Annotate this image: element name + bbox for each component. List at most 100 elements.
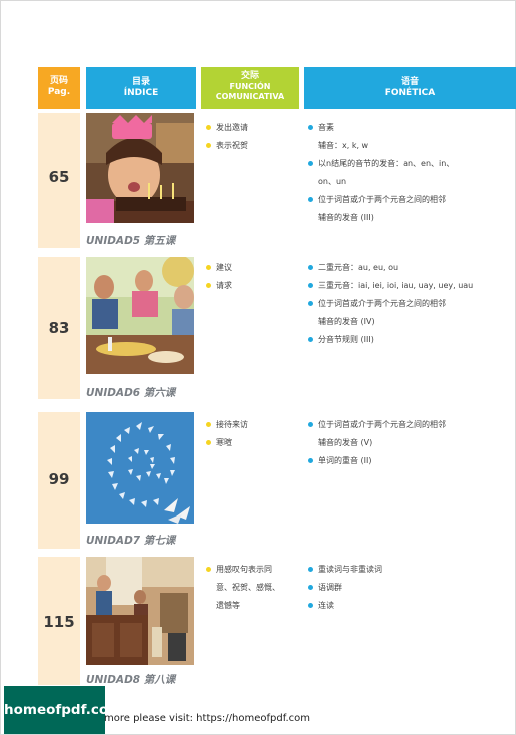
footer-visit-link[interactable]: more please visit: https://homeofpdf.com — [104, 713, 311, 724]
bullet-icon — [308, 125, 313, 130]
item-text: 单词的重音 (II) — [318, 456, 372, 465]
list-item: 音素 — [308, 119, 508, 137]
list-item-line: 辅音的发音 (V) — [318, 438, 373, 447]
bullet-icon — [308, 585, 313, 590]
phonetics-list: 位于词首或介于两个元音之间的相邻 辅音的发音 (V) 单词的重音 (II) — [308, 416, 508, 470]
bullet-icon — [206, 265, 211, 270]
item-text: 用感叹句表示同 — [216, 565, 272, 574]
unit-photo-birthday-girl — [86, 113, 194, 223]
function-list: 建议 请求 — [206, 259, 298, 295]
list-item: 接待来访 — [206, 416, 298, 434]
item-text: 二重元音：au, eu, ou — [318, 263, 399, 272]
page-number: 65 — [48, 168, 70, 186]
list-item: 位于词首或介于两个元音之间的相邻 — [308, 416, 508, 434]
list-item: 请求 — [206, 277, 298, 295]
function-list: 接待来访 寒暄 — [206, 416, 298, 452]
list-item: 重读词与非重读词 — [308, 561, 508, 579]
list-item: 建议 — [206, 259, 298, 277]
list-item: 二重元音：au, eu, ou — [308, 259, 508, 277]
list-item: 以n结尾的音节的发音：an、en、in、 — [308, 155, 508, 173]
bullet-icon — [308, 337, 313, 342]
bullet-icon — [206, 567, 211, 572]
header-function-cn: 交际 — [240, 71, 259, 81]
list-item-line: 辅音的发音 (IV) — [318, 317, 375, 326]
bullet-icon — [308, 301, 313, 306]
unit-title: UNIDAD7 第七课 — [86, 535, 176, 547]
header-function: 交际 FUNCIÓN COMUNICATIVA — [201, 67, 299, 109]
item-text: 以n结尾的音节的发音：an、en、in、 — [318, 159, 455, 168]
page-number: 83 — [48, 319, 70, 337]
phonetics-list: 音素 辅音：x, k, w 以n结尾的音节的发音：an、en、in、 on、un… — [308, 119, 508, 227]
list-item: 表示祝贺 — [206, 137, 298, 155]
list-item: 寒暄 — [206, 434, 298, 452]
phonetics-list: 重读词与非重读词 语调群 连读 — [308, 561, 508, 615]
bullet-icon — [308, 161, 313, 166]
item-text: 发出邀请 — [216, 123, 248, 132]
item-text: 请求 — [216, 281, 232, 290]
list-item: 位于词首或介于两个元音之间的相邻 — [308, 295, 508, 313]
list-item: 发出邀请 — [206, 119, 298, 137]
bullet-icon — [206, 125, 211, 130]
header-function-es2: COMUNICATIVA — [215, 92, 285, 101]
bullet-icon — [206, 143, 211, 148]
header-phonetics: 语音 FONÉTICA — [304, 67, 516, 109]
bullet-icon — [308, 567, 313, 572]
item-text: 寒暄 — [216, 438, 232, 447]
list-item: 连读 — [308, 597, 508, 615]
item-text: 接待来访 — [216, 420, 248, 429]
header-function-es1: FUNCIÓN — [229, 82, 271, 91]
bullet-icon — [308, 422, 313, 427]
bullet-icon — [308, 458, 313, 463]
header-phonetics-cn: 语音 — [400, 77, 419, 87]
page-number: 99 — [48, 470, 70, 488]
bullet-icon — [308, 197, 313, 202]
item-text: 音素 — [318, 123, 334, 132]
site-logo-link[interactable]: homeofpdf.com — [4, 686, 122, 734]
header-index: 目录 ÍNDICE — [86, 67, 196, 109]
list-item-line: on、un — [318, 177, 347, 186]
header-page-es: Pag. — [47, 87, 71, 97]
bullet-icon — [308, 603, 313, 608]
header-phonetics-es: FONÉTICA — [384, 88, 436, 98]
header-page: 页码 Pag. — [38, 67, 80, 109]
item-text: 位于词首或介于两个元音之间的相邻 — [318, 420, 446, 429]
header-page-cn: 页码 — [49, 76, 68, 86]
list-item: 用感叹句表示同 — [206, 561, 298, 579]
unit-photo-at-sign — [86, 412, 194, 524]
list-item-line: 遗憾等 — [216, 601, 240, 610]
page-cell: 65 — [38, 113, 80, 248]
list-item-line: 意、祝贺、感慨、 — [216, 583, 280, 592]
item-text: 表示祝贺 — [216, 141, 248, 150]
item-text: 连读 — [318, 601, 334, 610]
bullet-icon — [206, 422, 211, 427]
function-list: 用感叹句表示同 意、祝贺、感慨、 遗憾等 — [206, 561, 298, 615]
item-text: 重读词与非重读词 — [318, 565, 382, 574]
header-index-cn: 目录 — [131, 77, 150, 87]
unit-title: UNIDAD5 第五课 — [86, 235, 176, 247]
item-text: 分音节规则 (III) — [318, 335, 374, 344]
bullet-icon — [308, 265, 313, 270]
item-text: 位于词首或介于两个元音之间的相邻 — [318, 299, 446, 308]
list-item: 三重元音：iai, iei, ioi, iau, uay, uey, uau — [308, 277, 508, 295]
unit-photo-family-dinner — [86, 257, 194, 374]
page-cell: 99 — [38, 412, 80, 549]
unit-title: UNIDAD8 第八课 — [86, 674, 176, 686]
unit-photo-visitors-room — [86, 557, 194, 665]
bullet-icon — [308, 283, 313, 288]
function-list: 发出邀请 表示祝贺 — [206, 119, 298, 155]
item-text: 位于词首或介于两个元音之间的相邻 — [318, 195, 446, 204]
item-text: 建议 — [216, 263, 232, 272]
item-text: 语调群 — [318, 583, 342, 592]
list-item: 语调群 — [308, 579, 508, 597]
item-text: 三重元音：iai, iei, ioi, iau, uay, uey, uau — [318, 281, 474, 290]
list-item: 单词的重音 (II) — [308, 452, 508, 470]
bullet-icon — [206, 440, 211, 445]
page-number: 115 — [43, 613, 75, 631]
list-item-line: 辅音的发音 (III) — [318, 213, 374, 222]
header-index-es: ÍNDICE — [123, 88, 159, 98]
list-item: 位于词首或介于两个元音之间的相邻 — [308, 191, 508, 209]
unit-title: UNIDAD6 第六课 — [86, 387, 176, 399]
list-item-line: 辅音：x, k, w — [318, 141, 369, 150]
page-cell: 83 — [38, 257, 80, 399]
page-cell: 115 — [38, 557, 80, 685]
